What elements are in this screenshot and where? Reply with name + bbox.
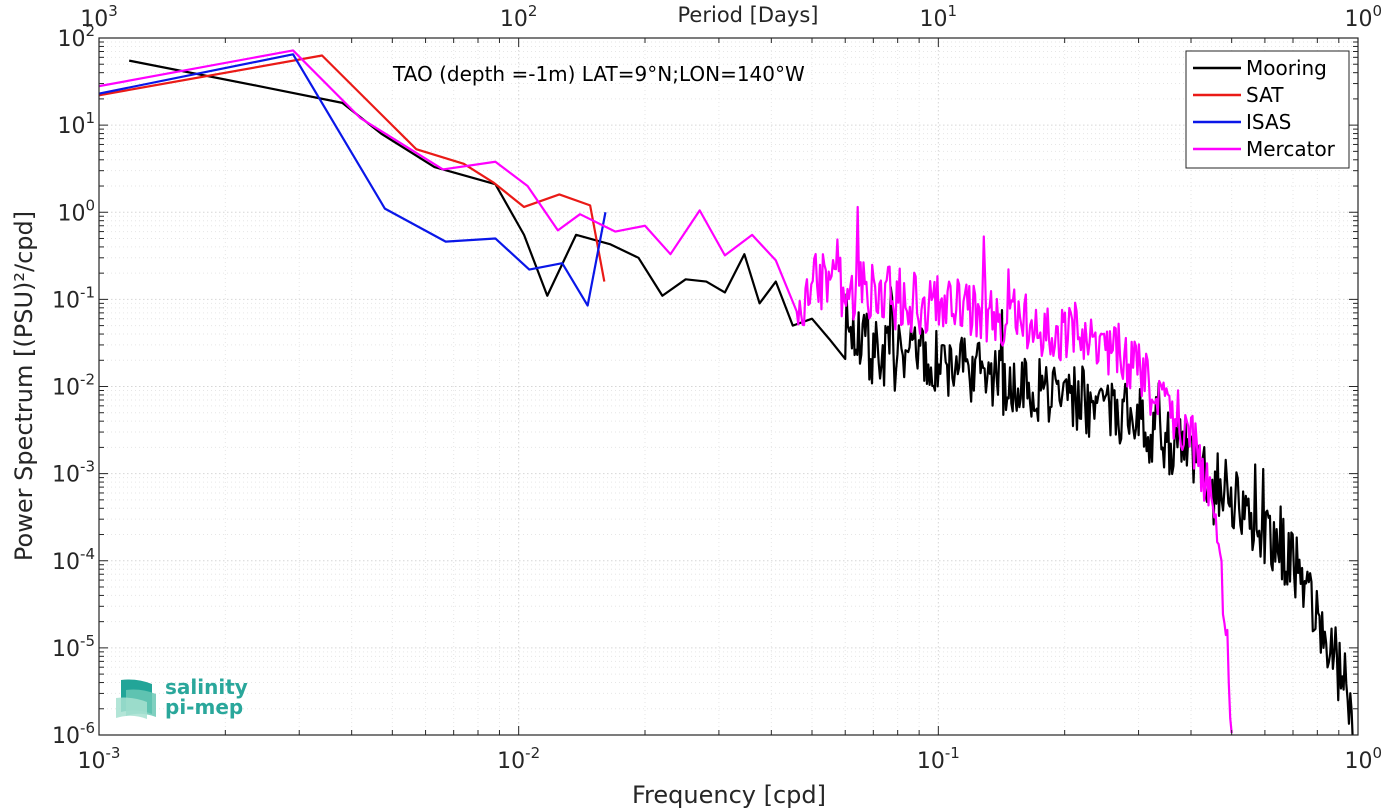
top-tick-label: 103 bbox=[80, 2, 118, 32]
top-tick-label: 102 bbox=[500, 2, 538, 32]
grid-lines bbox=[99, 38, 1358, 735]
tick-marks bbox=[98, 38, 1358, 736]
chart-title: TAO (depth =-1m) LAT=9°N;LON=140°W bbox=[392, 62, 805, 86]
y-tick-label: 100 bbox=[57, 196, 95, 226]
y-axis-title: Power Spectrum [(PSU)²/cpd] bbox=[10, 211, 38, 561]
logo-line-2: pi-mep bbox=[165, 695, 243, 719]
y-tick-label: 10-5 bbox=[52, 632, 95, 662]
x-axis-title: Frequency [cpd] bbox=[632, 781, 826, 809]
x-tick-label: 10-2 bbox=[497, 744, 540, 774]
x-tick-label: 10-3 bbox=[78, 744, 121, 774]
series-line-isas bbox=[99, 53, 607, 307]
x-tick-label: 100 bbox=[1344, 744, 1382, 774]
y-tick-label: 101 bbox=[57, 109, 95, 139]
logo-line-1: salinity bbox=[165, 675, 248, 699]
legend-label-mercator: Mercator bbox=[1246, 137, 1336, 161]
series-line-mercator bbox=[99, 49, 1233, 734]
y-tick-label: 10-3 bbox=[52, 458, 95, 488]
y-tick-label: 10-6 bbox=[52, 719, 95, 749]
top-axis-title: Period [Days] bbox=[678, 3, 819, 27]
legend-label-mooring: Mooring bbox=[1246, 56, 1327, 80]
y-tick-label: 10-4 bbox=[52, 545, 95, 575]
series-layer bbox=[99, 49, 1354, 735]
y-tick-label: 10-1 bbox=[52, 283, 95, 313]
legend-label-sat: SAT bbox=[1246, 83, 1284, 107]
top-tick-label: 100 bbox=[1344, 2, 1382, 32]
y-tick-label: 102 bbox=[57, 22, 95, 52]
top-tick-label: 101 bbox=[920, 2, 958, 32]
legend-label-isas: ISAS bbox=[1246, 110, 1291, 134]
legend: Mooring SAT ISAS Mercator bbox=[1185, 50, 1350, 169]
salinity-pi-mep-logo: salinity pi-mep bbox=[116, 675, 248, 719]
x-tick-label: 10-1 bbox=[917, 744, 960, 774]
y-tick-label: 10-2 bbox=[52, 371, 95, 401]
series-line-sat bbox=[99, 54, 606, 282]
series-line-mooring bbox=[128, 59, 1354, 735]
